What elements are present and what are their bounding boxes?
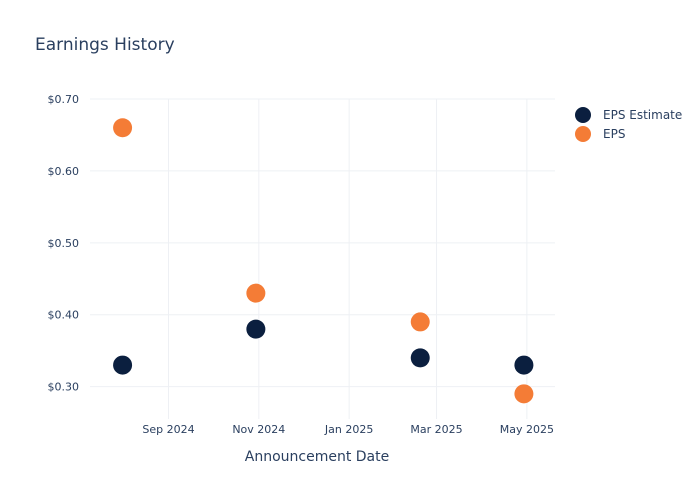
eps-estimate-point[interactable]	[410, 348, 430, 368]
y-tick-label: $0.40	[48, 309, 80, 322]
legend-marker-eps[interactable]	[575, 126, 591, 142]
eps-estimate-point[interactable]	[113, 355, 133, 375]
x-tick-label: Sep 2024	[142, 423, 194, 436]
x-axis-label: Announcement Date	[245, 449, 389, 465]
eps-point[interactable]	[514, 384, 534, 404]
eps-estimate-point[interactable]	[514, 355, 534, 375]
legend-label-eps[interactable]: EPS	[603, 127, 625, 141]
data-points	[113, 118, 534, 404]
chart-title: Earnings History	[35, 35, 175, 55]
legend: EPS Estimate EPS	[575, 107, 682, 142]
y-tick-label: $0.60	[48, 165, 80, 178]
y-tick-label: $0.50	[48, 237, 80, 250]
y-tick-label: $0.70	[48, 93, 80, 106]
x-tick-label: May 2025	[500, 423, 554, 436]
eps-point[interactable]	[246, 283, 266, 303]
y-tick-label: $0.30	[48, 381, 80, 394]
legend-label-eps-estimate[interactable]: EPS Estimate	[603, 108, 682, 122]
eps-point[interactable]	[410, 312, 430, 332]
x-tick-label: Mar 2025	[410, 423, 462, 436]
x-tick-label: Nov 2024	[232, 423, 285, 436]
legend-marker-eps-estimate[interactable]	[575, 107, 591, 123]
eps-point[interactable]	[113, 118, 133, 138]
y-axis: $0.30 $0.40 $0.50 $0.60 $0.70	[48, 93, 80, 394]
eps-estimate-point[interactable]	[246, 319, 266, 339]
x-tick-label: Jan 2025	[324, 423, 373, 436]
x-axis: Sep 2024 Nov 2024 Jan 2025 Mar 2025 May 2025	[142, 423, 554, 436]
grid-layer	[90, 98, 555, 419]
